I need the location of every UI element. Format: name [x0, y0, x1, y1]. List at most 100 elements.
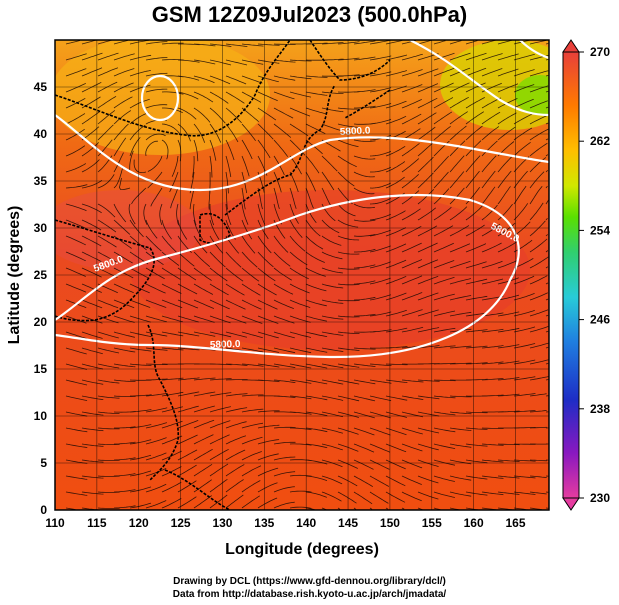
x-tick-label: 140: [296, 516, 316, 530]
streamline: [369, 311, 392, 317]
streamline: [353, 379, 376, 385]
streamline: [385, 40, 403, 45]
streamline: [417, 156, 434, 173]
streamline: [449, 427, 472, 431]
streamline: [65, 128, 85, 141]
streamline: [481, 443, 504, 446]
y-tick-label: 5: [40, 456, 47, 470]
streamline: [401, 242, 422, 253]
streamline: [129, 439, 152, 445]
streamline: [337, 379, 360, 385]
streamline: [545, 185, 548, 189]
streamline: [177, 420, 199, 429]
streamline: [65, 251, 86, 262]
streamline: [193, 123, 205, 143]
streamline: [305, 283, 327, 292]
streamline: [65, 331, 87, 339]
streamline: [129, 98, 150, 109]
streamline: [289, 395, 312, 400]
streamline: [305, 235, 324, 250]
streamline: [113, 379, 136, 382]
streamline: [225, 283, 245, 296]
streamline: [241, 155, 250, 177]
streamline: [481, 328, 504, 333]
streamline: [257, 410, 280, 413]
streamline: [321, 395, 344, 401]
streamline: [337, 155, 357, 168]
streamline: [321, 107, 344, 113]
streamline: [209, 494, 228, 509]
x-tick-label: 110: [45, 516, 65, 530]
streamline: [209, 107, 226, 124]
streamline: [465, 205, 483, 221]
streamline: [545, 363, 549, 365]
streamline: [81, 235, 102, 247]
streamline: [257, 59, 280, 64]
streamline: [241, 283, 261, 296]
streamline: [273, 299, 294, 309]
streamline: [129, 235, 147, 251]
streamline: [257, 251, 274, 268]
streamline: [193, 419, 215, 429]
streamline: [289, 347, 312, 354]
streamline: [113, 123, 129, 141]
streamline: [65, 283, 87, 293]
streamline: [177, 480, 197, 493]
streamline: [481, 459, 504, 463]
streamline: [465, 261, 487, 269]
streamline: [129, 470, 152, 477]
streamline: [481, 427, 504, 429]
streamline: [145, 88, 168, 93]
streamline: [241, 347, 264, 353]
streamline: [529, 426, 547, 429]
streamline: [465, 278, 488, 285]
streamline: [65, 184, 88, 189]
streamline: [529, 410, 547, 413]
streamline: [401, 84, 423, 93]
streamline: [133, 159, 147, 174]
streamline: [209, 75, 231, 85]
streamline: [513, 69, 535, 77]
streamline: [305, 123, 326, 135]
streamline: [113, 40, 129, 45]
streamline: [529, 275, 548, 285]
streamline: [465, 443, 488, 447]
streamline: [385, 54, 408, 61]
streamline: [97, 251, 118, 263]
streamline: [289, 379, 312, 384]
streamline: [433, 379, 456, 382]
streamline: [433, 171, 449, 189]
streamline: [81, 179, 103, 189]
streamline: [241, 219, 253, 240]
streamline: [481, 204, 498, 221]
streamline: [225, 421, 247, 429]
streamline: [354, 313, 376, 317]
streamline: [417, 443, 439, 451]
streamline: [433, 475, 455, 482]
streamline: [417, 411, 440, 417]
streamline: [353, 507, 357, 510]
streamline: [81, 52, 103, 61]
streamline: [385, 309, 407, 317]
streamline: [193, 219, 204, 240]
streamline: [273, 441, 296, 445]
streamline: [305, 347, 328, 353]
streamline: [465, 243, 487, 253]
streamline: [241, 59, 264, 65]
streamline: [433, 411, 456, 416]
streamline: [65, 203, 87, 212]
streamline: [433, 155, 449, 173]
streamline: [321, 283, 344, 289]
streamline: [545, 90, 549, 93]
streamline: [401, 491, 422, 502]
streamline: [305, 331, 328, 337]
streamline: [385, 363, 408, 366]
streamline: [433, 206, 452, 221]
streamline: [385, 161, 406, 173]
streamline: [177, 449, 198, 461]
streamline: [129, 136, 141, 157]
streamline: [97, 110, 116, 125]
streamline: [433, 82, 454, 93]
streamline: [161, 466, 182, 477]
